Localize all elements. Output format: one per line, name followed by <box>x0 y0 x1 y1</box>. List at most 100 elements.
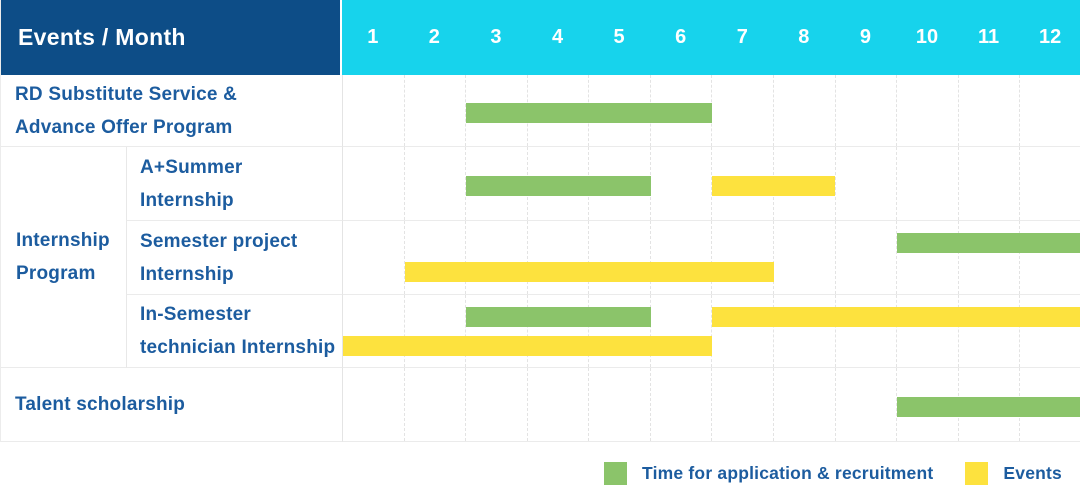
month-column <box>589 368 651 441</box>
month-column <box>774 147 836 220</box>
month-column <box>589 221 651 294</box>
legend-label-recruitment: Time for application & recruitment <box>642 463 934 483</box>
legend-item-events: Events <box>965 462 1062 485</box>
month-column <box>959 221 1021 294</box>
month-column <box>712 295 775 367</box>
month-label: 11 <box>977 26 1000 48</box>
month-label: 6 <box>675 26 687 48</box>
month-label: 1 <box>367 26 379 48</box>
month-column <box>712 75 775 146</box>
month-column <box>405 147 467 220</box>
row-label-in-semester-technician: In-Semester technician Internship <box>126 295 342 368</box>
gantt-bar-recruitment <box>896 396 1080 417</box>
month-header-row: 1 2 3 4 5 6 7 8 9 10 11 12 <box>342 0 1080 75</box>
month-column <box>836 75 898 146</box>
row-label-text: Talent scholarship <box>15 394 186 415</box>
events-swatch-icon <box>965 462 989 485</box>
month-column <box>774 368 836 441</box>
gantt-bar-event <box>712 307 1080 327</box>
month-column <box>1020 221 1080 294</box>
legend: Time for application & recruitment Event… <box>0 462 1080 485</box>
schedule-table: Events / Month 1 2 3 4 5 6 7 8 9 10 11 12 RD Substi… <box>0 0 1080 442</box>
month-column <box>897 147 959 220</box>
month-label: 9 <box>859 26 871 48</box>
row-label-a-plus-summer: A+Summer Internship <box>126 147 342 221</box>
month-column <box>959 75 1021 146</box>
month-column <box>405 295 467 367</box>
gantt-bar-event <box>712 175 835 196</box>
month-column <box>589 295 651 367</box>
row-label-text: Semester project Internship <box>140 230 298 285</box>
month-column <box>528 221 590 294</box>
legend-item-recruitment: Time for application & recruitment <box>604 462 933 485</box>
gantt-bar-recruitment <box>466 102 712 123</box>
month-column <box>1020 295 1080 367</box>
gantt-bar-recruitment <box>896 233 1080 253</box>
month-column <box>1020 147 1080 220</box>
month-column <box>343 221 405 294</box>
row-label-text: RD Substitute Service & Advance Offer Pr… <box>15 83 238 138</box>
month-label: 2 <box>428 26 440 48</box>
month-label: 10 <box>915 26 939 48</box>
gantt-track-rd-substitute <box>342 75 1080 147</box>
month-column <box>836 221 898 294</box>
row-label-semester-project: Semester project Internship <box>126 221 342 295</box>
month-column <box>836 295 898 367</box>
month-column <box>466 221 528 294</box>
month-column <box>651 368 713 441</box>
gantt-track-a-plus-summer <box>342 147 1080 221</box>
month-column <box>959 295 1021 367</box>
table-header-corner: Events / Month <box>1 0 342 75</box>
row-label-text: A+Summer Internship <box>140 156 243 211</box>
month-column <box>651 295 713 367</box>
row-label-talent-scholarship: Talent scholarship <box>1 368 342 442</box>
month-column <box>712 221 775 294</box>
gantt-bar-recruitment <box>466 307 651 327</box>
gantt-bar-event <box>343 336 712 356</box>
month-label: 3 <box>490 26 502 48</box>
month-column <box>897 75 959 146</box>
group-label-text: Internship Program <box>16 230 110 284</box>
month-column <box>343 147 405 220</box>
table-header-title: Events / Month <box>18 24 186 50</box>
month-column <box>405 221 467 294</box>
month-column <box>836 147 898 220</box>
month-column <box>343 368 405 441</box>
month-column <box>528 368 590 441</box>
month-column <box>959 147 1021 220</box>
month-gridlines <box>343 221 1080 294</box>
month-label: 7 <box>736 26 748 48</box>
gantt-bar-event <box>404 262 774 282</box>
month-column <box>405 75 467 146</box>
legend-label-events: Events <box>1003 463 1062 483</box>
month-column <box>774 295 836 367</box>
month-column <box>466 368 528 441</box>
gantt-bar-recruitment <box>466 175 651 196</box>
month-column <box>466 295 528 367</box>
month-column <box>343 75 405 146</box>
gantt-track-in-semester-technician <box>342 295 1080 368</box>
row-label-text: In-Semester technician Internship <box>140 304 336 358</box>
month-label: 4 <box>551 26 564 48</box>
gantt-track-talent-scholarship <box>342 368 1080 442</box>
month-label: 5 <box>613 26 625 48</box>
month-column <box>712 368 775 441</box>
month-column <box>774 75 836 146</box>
month-column <box>651 221 713 294</box>
month-column <box>836 368 898 441</box>
month-column <box>897 295 959 367</box>
month-label: 12 <box>1039 26 1062 48</box>
month-gridlines <box>343 295 1080 367</box>
row-label-rd-substitute: RD Substitute Service & Advance Offer Pr… <box>1 75 342 147</box>
gantt-track-semester-project <box>342 221 1080 295</box>
month-label: 8 <box>798 26 810 48</box>
month-column <box>774 221 836 294</box>
recruitment-swatch-icon <box>604 462 628 485</box>
month-column <box>651 147 713 220</box>
month-column <box>528 295 590 367</box>
month-column <box>1020 75 1080 146</box>
month-column <box>343 295 405 367</box>
month-column <box>897 221 959 294</box>
month-column <box>405 368 467 441</box>
